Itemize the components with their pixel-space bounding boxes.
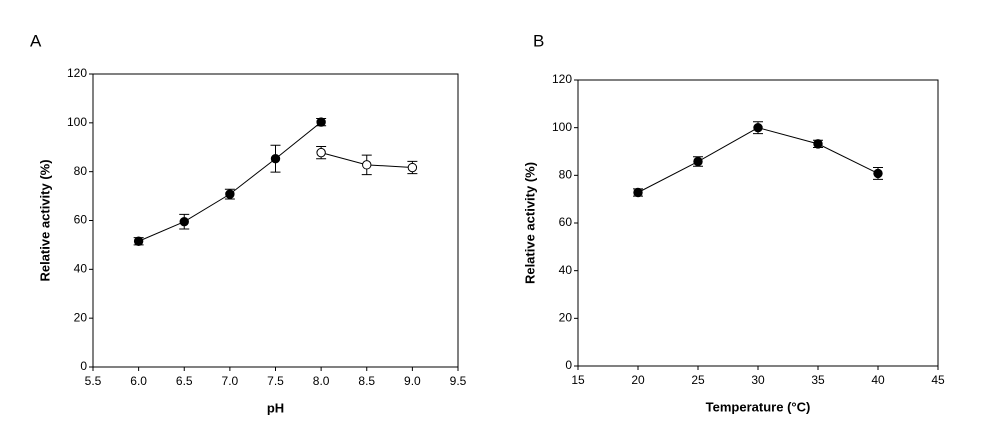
- y-tick-label: 0: [565, 358, 572, 372]
- x-axis-label: pH: [267, 400, 284, 415]
- x-tick-label: 40: [871, 373, 885, 387]
- panel-label: A: [30, 31, 42, 50]
- data-point: [813, 139, 823, 149]
- data-point: [133, 236, 144, 246]
- y-axis-label: Relative activity (%): [522, 162, 537, 284]
- data-point: [753, 122, 763, 133]
- data-point: [362, 160, 372, 170]
- y-axis-label: Relative activity (%): [37, 159, 52, 281]
- y-tick-label: 100: [67, 115, 87, 129]
- x-tick-label: 8.0: [313, 374, 330, 388]
- x-tick-label: 7.5: [267, 374, 284, 388]
- data-point: [633, 187, 643, 198]
- x-tick-label: 6.0: [130, 374, 147, 388]
- x-tick-label: 5.5: [85, 374, 102, 388]
- data-point: [316, 147, 326, 158]
- x-tick-label: 9.0: [404, 374, 421, 388]
- y-tick-label: 60: [559, 215, 573, 229]
- series-line: [637, 127, 879, 193]
- x-tick-label: 45: [931, 373, 945, 387]
- x-tick-label: 15: [571, 373, 585, 387]
- data-point: [179, 217, 189, 227]
- data-point: [316, 117, 326, 127]
- x-tick-label: 9.5: [450, 374, 467, 388]
- y-tick-label: 60: [74, 213, 88, 227]
- plot-frame: [92, 73, 459, 368]
- data-point: [873, 168, 883, 179]
- x-tick-label: 30: [751, 373, 765, 387]
- series-line: [138, 121, 322, 242]
- y-tick-label: 40: [74, 262, 88, 276]
- panel-label: B: [533, 31, 544, 50]
- y-tick-label: 120: [67, 66, 87, 80]
- y-tick-label: 40: [559, 263, 573, 277]
- x-tick-label: 25: [691, 373, 705, 387]
- y-tick-label: 80: [559, 168, 573, 182]
- y-tick-label: 20: [74, 310, 88, 324]
- x-tick-label: 20: [631, 373, 645, 387]
- x-tick-label: 6.5: [176, 374, 193, 388]
- data-point: [225, 189, 235, 199]
- data-point: [407, 162, 418, 173]
- y-tick-label: 20: [559, 311, 573, 325]
- x-tick-label: 35: [811, 373, 825, 387]
- y-tick-label: 120: [552, 72, 572, 86]
- data-point: [693, 156, 703, 167]
- x-axis-label: Temperature (°C): [706, 399, 811, 414]
- x-tick-label: 7.0: [222, 374, 239, 388]
- y-tick-label: 80: [74, 164, 88, 178]
- y-tick-label: 0: [80, 359, 87, 373]
- y-tick-label: 100: [552, 120, 572, 134]
- data-point: [270, 154, 281, 164]
- x-tick-label: 8.5: [358, 374, 375, 388]
